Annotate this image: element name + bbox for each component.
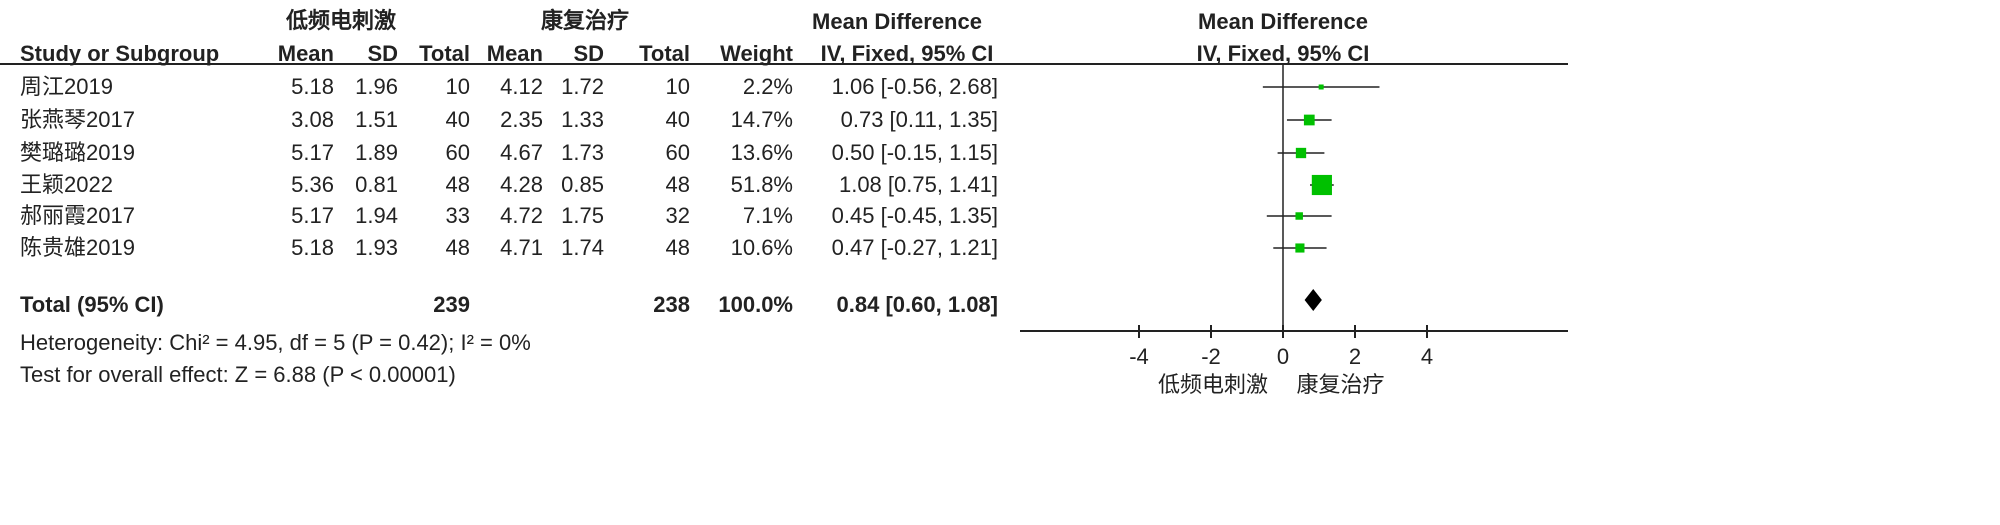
c-sd: 1.72 <box>561 74 604 99</box>
c-mean: 4.28 <box>500 172 543 197</box>
favours-right-label: 康复治疗 <box>1296 373 1385 398</box>
weight: 51.8% <box>730 172 793 197</box>
heterogeneity-text: Heterogeneity: Chi² = 4.95, df = 5 (P = … <box>20 330 531 355</box>
e-sd: 0.81 <box>355 172 398 197</box>
e-mean: 5.18 <box>291 235 334 260</box>
ci: 0.50 [-0.15, 1.15] <box>831 140 998 165</box>
c-total: 32 <box>665 203 690 228</box>
col-c-sd: SD <box>573 41 604 66</box>
e-total: 10 <box>445 74 470 99</box>
ci: 0.45 [-0.45, 1.35] <box>831 203 998 228</box>
ci: 0.47 [-0.27, 1.21] <box>831 235 998 260</box>
col-c-total: Total <box>639 41 690 66</box>
overall-effect-text: Test for overall effect: Z = 6.88 (P < 0… <box>20 362 456 387</box>
c-sd: 0.85 <box>561 172 604 197</box>
col-weight: Weight <box>720 41 793 66</box>
x-tick-label: -2 <box>1201 344 1221 369</box>
effect-square <box>1318 84 1324 90</box>
e-mean: 5.17 <box>291 203 334 228</box>
pooled-diamond <box>1304 289 1322 311</box>
total-label: Total (95% CI) <box>20 292 164 317</box>
group-header-control: 康复治疗 <box>540 8 629 34</box>
effect-square <box>1303 114 1315 126</box>
md-header-method: IV, Fixed, 95% CI <box>820 41 994 66</box>
c-total: 48 <box>665 172 690 197</box>
c-total: 48 <box>665 235 690 260</box>
e-total: 33 <box>445 203 470 228</box>
study-name: 陈贵雄2019 <box>20 235 135 260</box>
e-sd: 1.51 <box>355 107 398 132</box>
md-header-title: Mean Difference <box>812 9 982 34</box>
e-mean: 5.18 <box>291 74 334 99</box>
c-mean: 4.12 <box>500 74 543 99</box>
e-total: 48 <box>445 172 470 197</box>
col-e-total: Total <box>419 41 470 66</box>
e-mean: 5.17 <box>291 140 334 165</box>
total-c-total: 238 <box>653 292 690 317</box>
c-sd: 1.33 <box>561 107 604 132</box>
ci: 1.06 [-0.56, 2.68] <box>831 74 998 99</box>
col-e-mean: Mean <box>277 41 334 66</box>
study-name: 周江2019 <box>20 74 113 99</box>
c-sd: 1.75 <box>561 203 604 228</box>
plot-header-title: Mean Difference <box>1198 9 1368 34</box>
effect-square <box>1295 147 1307 159</box>
weight: 13.6% <box>730 140 793 165</box>
total-e-total: 239 <box>433 292 470 317</box>
effect-square <box>1311 174 1332 196</box>
x-tick-label: 4 <box>1421 344 1433 369</box>
study-name: 王颖2022 <box>20 172 113 197</box>
e-total: 60 <box>445 140 470 165</box>
ci: 1.08 [0.75, 1.41] <box>838 172 998 197</box>
c-total: 40 <box>665 107 690 132</box>
x-tick-label: -4 <box>1129 344 1149 369</box>
effect-square <box>1295 212 1303 220</box>
e-sd: 1.96 <box>355 74 398 99</box>
study-name: 张燕琴2017 <box>20 107 135 132</box>
weight: 7.1% <box>742 203 793 228</box>
weight: 10.6% <box>730 235 793 260</box>
ci: 0.73 [0.11, 1.35] <box>840 107 998 132</box>
col-c-mean: Mean <box>486 41 543 66</box>
e-sd: 1.94 <box>355 203 398 228</box>
weight: 14.7% <box>730 107 793 132</box>
c-mean: 2.35 <box>500 107 543 132</box>
e-sd: 1.89 <box>355 140 398 165</box>
group-header-experimental: 低频电刺激 <box>285 8 396 34</box>
e-mean: 3.08 <box>291 107 334 132</box>
col-e-sd: SD <box>367 41 398 66</box>
c-mean: 4.71 <box>500 235 543 260</box>
study-name: 郝丽霞2017 <box>20 203 135 228</box>
effect-square <box>1295 243 1305 253</box>
c-mean: 4.72 <box>500 203 543 228</box>
e-total: 40 <box>445 107 470 132</box>
x-tick-label: 2 <box>1349 344 1361 369</box>
c-mean: 4.67 <box>500 140 543 165</box>
c-sd: 1.74 <box>561 235 604 260</box>
total-ci: 0.84 [0.60, 1.08] <box>836 292 998 317</box>
study-name: 樊璐璐2019 <box>20 140 135 165</box>
weight: 2.2% <box>742 74 793 99</box>
c-total: 60 <box>665 140 690 165</box>
plot-header-method: IV, Fixed, 95% CI <box>1196 41 1370 66</box>
e-total: 48 <box>445 235 470 260</box>
e-sd: 1.93 <box>355 235 398 260</box>
c-sd: 1.73 <box>561 140 604 165</box>
total-weight: 100.0% <box>718 292 793 317</box>
x-tick-label: 0 <box>1277 344 1289 369</box>
c-total: 10 <box>665 74 690 99</box>
e-mean: 5.36 <box>291 172 334 197</box>
col-study: Study or Subgroup <box>20 41 220 66</box>
favours-left-label: 低频电刺激 <box>1157 373 1268 398</box>
